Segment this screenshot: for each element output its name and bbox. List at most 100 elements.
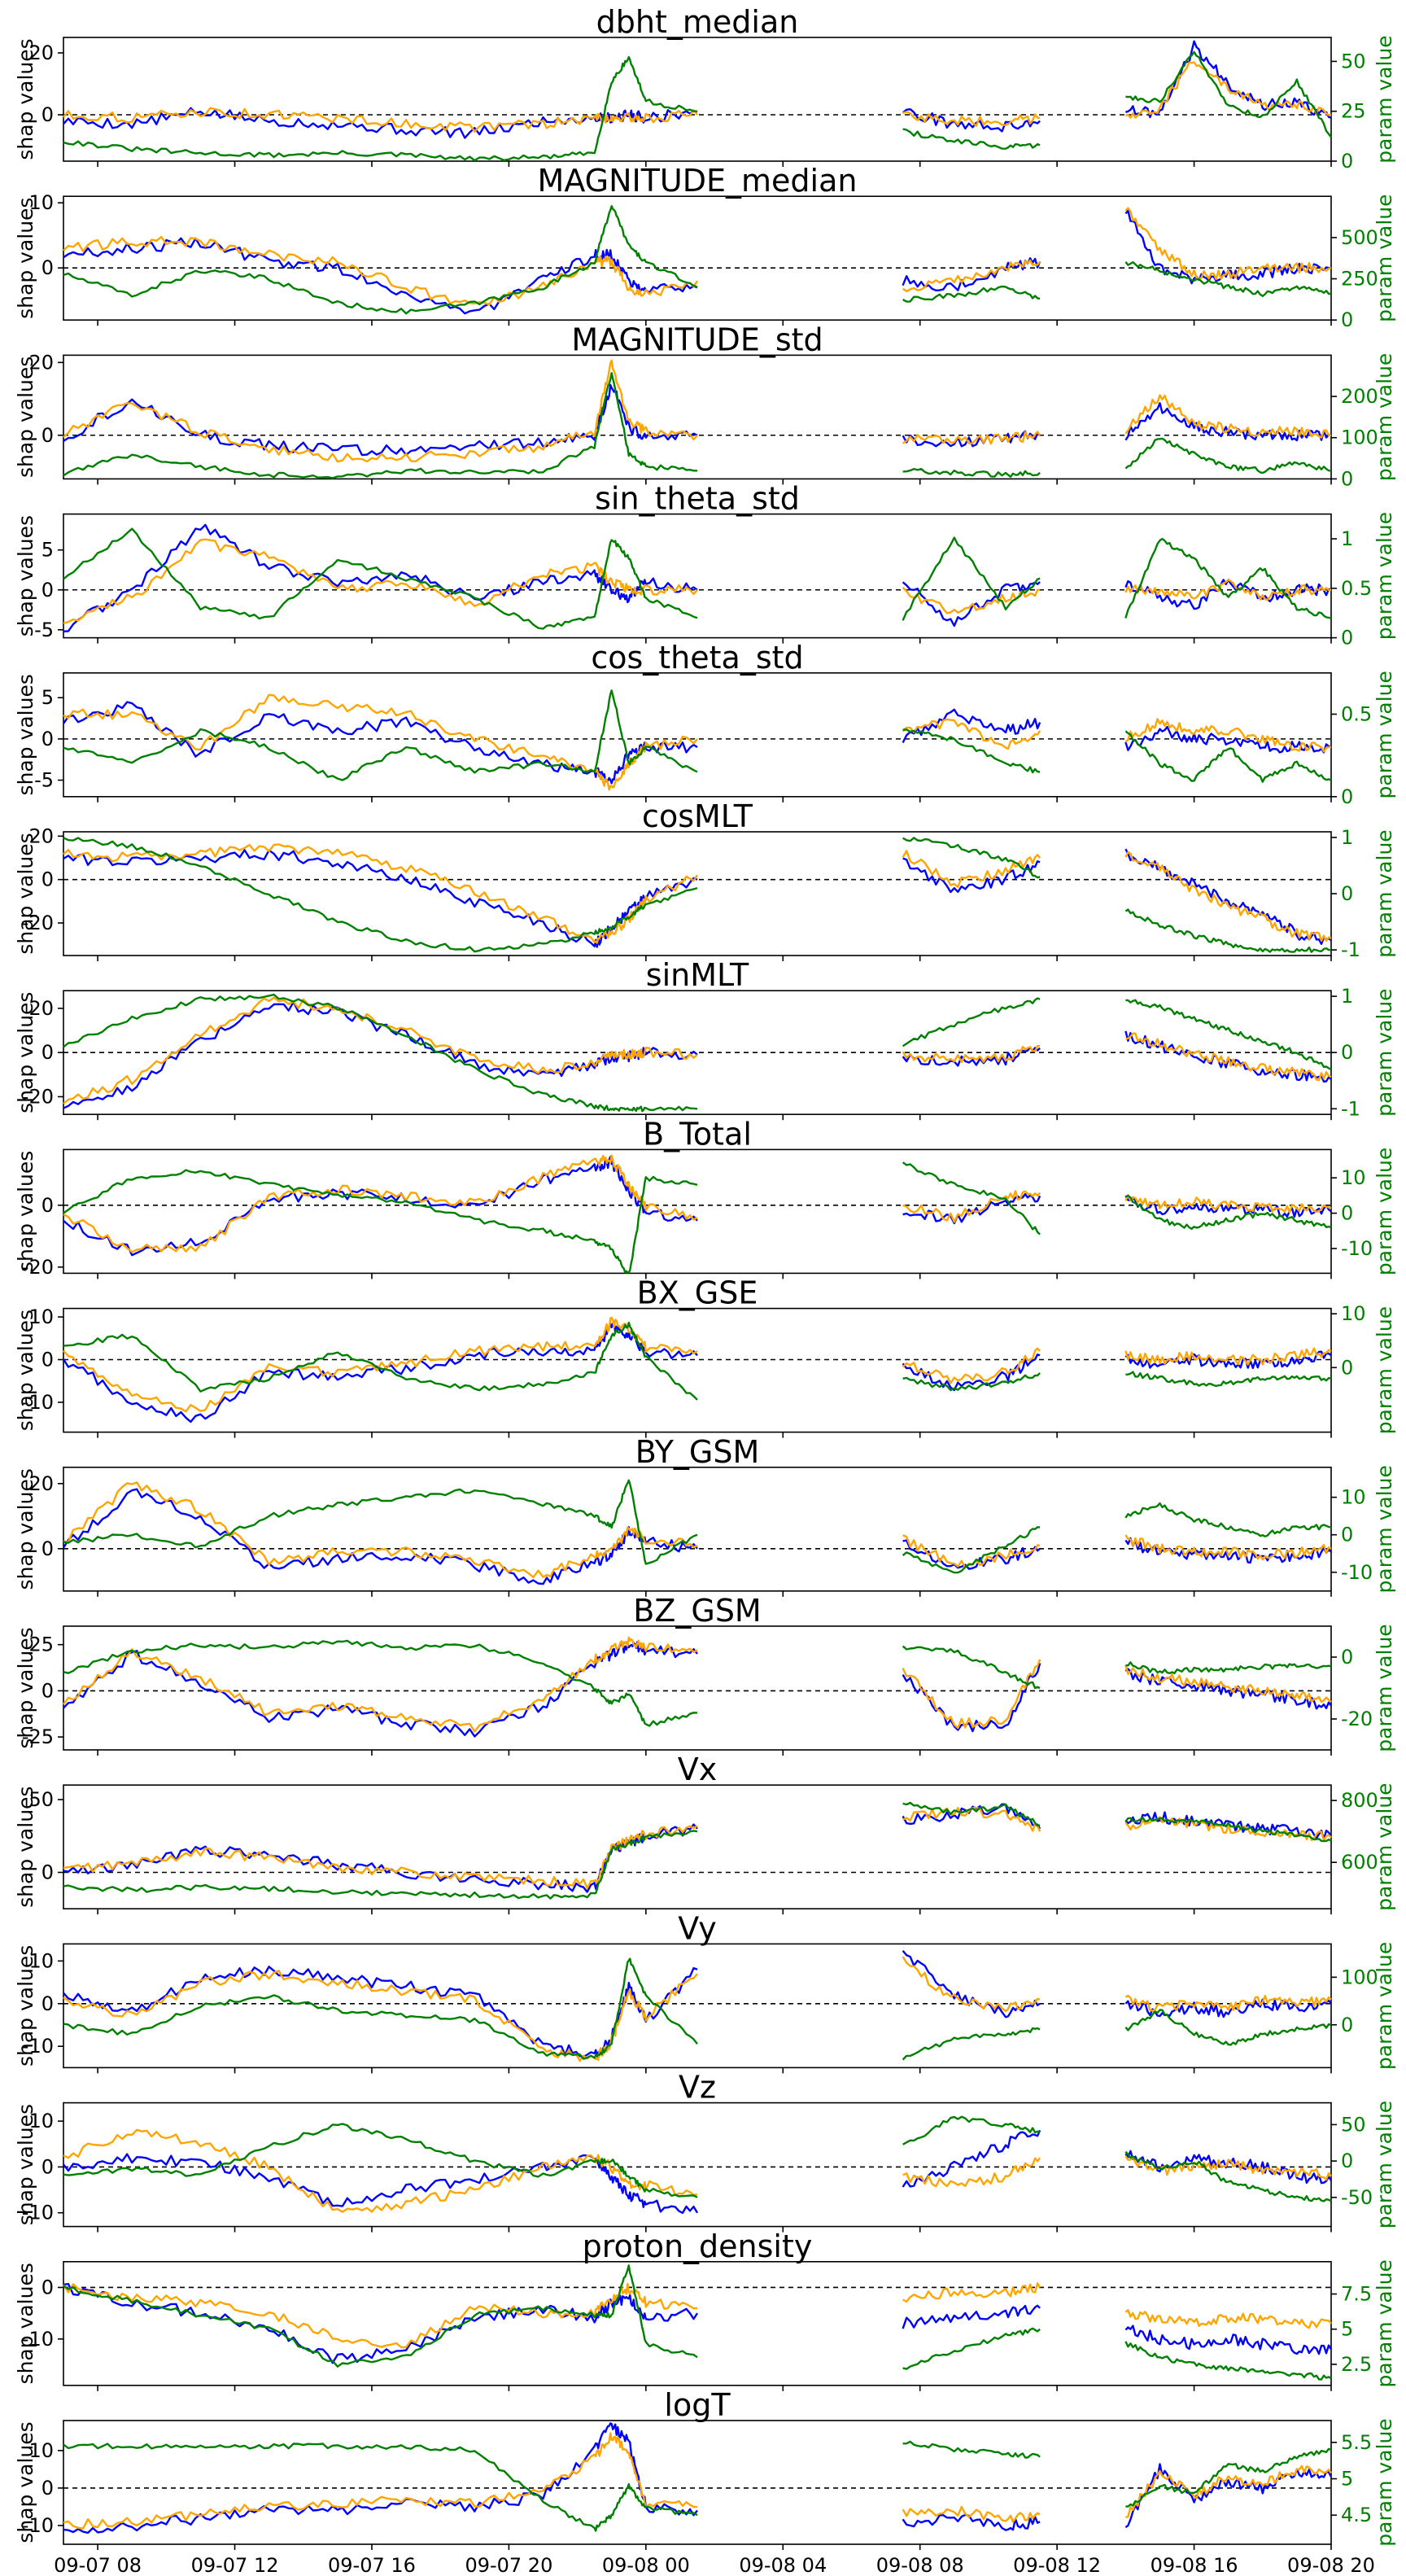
x-tick-label: 09-07 16	[328, 2554, 416, 2576]
left-tick-label: 0	[41, 1041, 54, 1064]
right-axis-label: param value	[1373, 2259, 1396, 2387]
param-line-green-seg3	[1125, 1371, 1332, 1388]
plot-frame	[63, 1625, 1332, 1751]
right-tick-label: -1	[1341, 938, 1360, 961]
left-axis-label: shap values	[14, 1310, 37, 1431]
shap-line-orange-seg2	[902, 1806, 1041, 1832]
left-tick-label: 0	[41, 1348, 54, 1371]
param-line-green-seg2	[902, 1801, 1041, 1827]
right-tick-label: 0	[1341, 2014, 1353, 2036]
right-tick-label: -10	[1341, 1237, 1373, 1260]
shap-line-orange-seg2	[902, 1659, 1041, 1730]
right-tick-label: 10	[1341, 1302, 1366, 1325]
left-axis-label: shap values	[14, 2421, 37, 2543]
right-axis-label: param value	[1373, 1942, 1396, 2070]
right-axis-label: param value	[1373, 35, 1396, 163]
right-tick-label: 5	[1341, 2468, 1353, 2491]
x-tick-label: 09-07 08	[54, 2554, 142, 2576]
x-tick-label: 09-07 12	[191, 2554, 279, 2576]
param-line-green-seg1	[63, 1321, 698, 1401]
shap-line-blue-seg3	[1124, 725, 1332, 754]
left-tick-label: 5	[41, 539, 54, 562]
shap-line-orange-seg3	[1124, 1534, 1332, 1561]
shap-line-orange-seg3	[1124, 207, 1332, 281]
right-tick-label: 5.5	[1341, 2431, 1372, 2454]
panel-cos-theta-std: cos_theta_std -5 0 5 0 0.5 shap values param va…	[14, 640, 1396, 808]
shap-line-orange-seg1	[63, 1825, 698, 1890]
param-line-green-seg1	[63, 1639, 698, 1727]
param-line-green-seg2	[902, 1372, 1041, 1392]
param-line-green-seg2	[902, 728, 1041, 774]
plot-frame	[63, 1943, 1332, 2069]
shap-line-blue-seg1	[63, 383, 698, 457]
shap-line-blue-seg2	[902, 2304, 1041, 2329]
left-axis-label: shap values	[14, 1151, 37, 1272]
right-tick-label: 50	[1341, 2113, 1366, 2136]
right-tick-label: 800	[1341, 1789, 1378, 1812]
left-tick-label: 10	[28, 2110, 54, 2132]
right-tick-label: 0	[1341, 308, 1353, 331]
left-tick-label: -20	[22, 1085, 54, 1108]
right-tick-label: 1	[1341, 826, 1353, 849]
shap-line-orange-seg2	[902, 1534, 1041, 1569]
param-line-green-seg2	[902, 997, 1041, 1047]
left-tick-label: 50	[28, 1788, 54, 1811]
x-tick-label: 09-08 00	[602, 2554, 690, 2576]
right-tick-label: 10	[1341, 1486, 1366, 1509]
shap-line-blue-seg1	[63, 237, 698, 315]
plot-frame	[63, 37, 1332, 162]
x-tick-label: 09-08 08	[876, 2554, 964, 2576]
right-axis-label: param value	[1373, 1624, 1396, 1752]
left-axis-label: shap values	[14, 515, 37, 636]
left-tick-label: 0	[41, 1537, 54, 1560]
right-tick-label: 1	[1341, 527, 1353, 550]
param-line-green-seg1	[63, 993, 698, 1113]
left-axis-label: shap values	[14, 1468, 37, 1590]
left-axis-label: shap values	[14, 1627, 37, 1748]
right-tick-label: -50	[1341, 2186, 1373, 2209]
shap-line-orange-seg2	[902, 850, 1041, 888]
shap-line-orange-seg1	[63, 693, 698, 791]
x-tick-label: 09-08 12	[1013, 2554, 1101, 2576]
shap-line-blue-seg1	[63, 849, 698, 948]
right-axis-label: param value	[1373, 1306, 1396, 1434]
param-line-green-seg3	[1124, 2009, 1332, 2046]
panel-title: Vx	[678, 1752, 717, 1787]
x-tick-label: 09-08 04	[739, 2554, 827, 2576]
shap-line-blue-seg3	[1124, 2463, 1333, 2529]
param-line-green-seg1	[63, 1479, 698, 1565]
shap-line-blue-seg2	[902, 108, 1041, 133]
param-line-green-seg3	[1124, 1502, 1332, 1537]
plot-frame	[63, 671, 1332, 798]
shap-line-blue-seg2	[902, 1539, 1041, 1570]
plot-frame	[63, 1307, 1332, 1433]
left-tick-label: 10	[28, 1305, 54, 1328]
param-line-green-seg3	[1124, 260, 1332, 297]
shap-line-blue-seg2	[902, 2129, 1041, 2188]
param-line-green-seg3	[1124, 730, 1332, 783]
shap-line-orange-seg1	[63, 843, 698, 944]
shap-line-blue-seg3	[1124, 1998, 1332, 2018]
panel-title: sinMLT	[646, 957, 749, 993]
right-tick-label: -10	[1341, 1561, 1373, 1584]
panel-dbht-median: dbht_median 0 20 0 25 50 shap values param valu…	[14, 4, 1396, 173]
right-tick-label: 50	[1341, 50, 1366, 72]
shap-line-orange-seg1	[63, 359, 698, 463]
shap-line-orange-seg2	[902, 718, 1041, 750]
panel-title: BY_GSM	[635, 1434, 760, 1470]
shap-line-orange-seg3	[1125, 2464, 1332, 2519]
shap-line-blue-seg3	[1124, 1811, 1332, 1841]
left-axis-label: shap values	[14, 992, 37, 1113]
param-line-green-seg2	[902, 1526, 1041, 1574]
right-tick-label: 200	[1341, 385, 1378, 408]
shap-line-orange-seg1	[63, 235, 699, 306]
right-tick-label: -1	[1341, 1097, 1360, 1120]
shap-line-orange-seg3	[1124, 2309, 1332, 2329]
param-line-green-seg3	[1124, 1816, 1332, 1843]
panel-vx: Vx 0 50 600 800 shap values param value	[14, 1752, 1396, 1915]
panel-proton-density: proton_density -10 0 2.5 5 7.5 shap values para…	[14, 2228, 1396, 2391]
